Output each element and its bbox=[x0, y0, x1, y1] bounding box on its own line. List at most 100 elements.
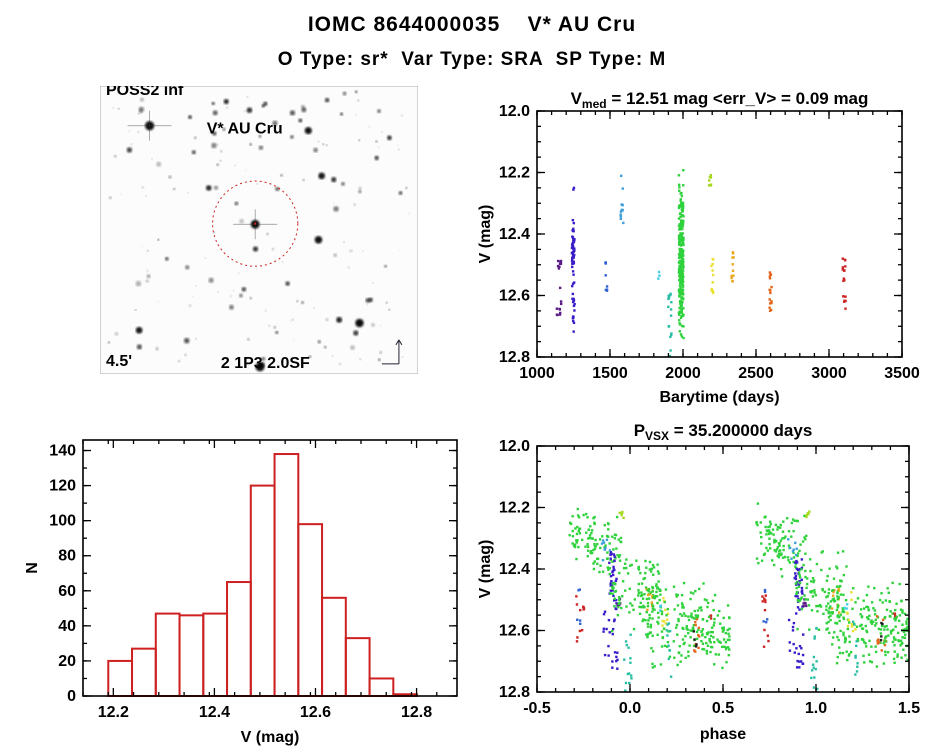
data-point bbox=[656, 611, 660, 615]
data-point bbox=[680, 654, 683, 657]
data-point bbox=[846, 624, 850, 628]
data-point bbox=[829, 605, 832, 608]
data-point bbox=[678, 255, 681, 258]
data-point bbox=[727, 616, 731, 619]
data-point bbox=[777, 553, 781, 556]
data-point bbox=[810, 669, 814, 672]
data-point bbox=[622, 221, 625, 225]
data-point bbox=[830, 607, 834, 610]
data-point bbox=[630, 677, 633, 680]
data-point bbox=[692, 592, 695, 595]
data-point bbox=[819, 605, 823, 608]
data-point bbox=[607, 528, 610, 531]
data-point bbox=[650, 603, 654, 606]
data-point bbox=[701, 628, 705, 631]
data-point bbox=[730, 274, 733, 278]
data-point bbox=[776, 528, 779, 531]
data-point bbox=[632, 627, 636, 631]
data-point bbox=[602, 541, 606, 544]
star bbox=[134, 309, 137, 311]
data-point bbox=[591, 537, 594, 540]
svg-text:20: 20 bbox=[58, 653, 76, 670]
plate-label: 2 1P3 2.0SF bbox=[221, 355, 310, 372]
data-point bbox=[680, 308, 683, 311]
svg-text:12.0: 12.0 bbox=[499, 103, 530, 120]
data-point bbox=[693, 609, 696, 613]
data-point bbox=[697, 646, 700, 650]
data-point bbox=[832, 597, 836, 600]
star bbox=[353, 203, 356, 206]
data-point bbox=[701, 633, 704, 636]
star bbox=[358, 189, 362, 194]
data-point bbox=[615, 515, 619, 519]
data-point bbox=[825, 595, 828, 599]
data-point bbox=[902, 628, 905, 631]
star bbox=[400, 114, 403, 117]
data-point bbox=[768, 302, 772, 305]
data-point bbox=[589, 549, 593, 553]
data-point bbox=[884, 650, 887, 654]
svg-text:0.0: 0.0 bbox=[619, 700, 641, 717]
data-point bbox=[664, 588, 668, 591]
data-point bbox=[668, 629, 672, 633]
data-point bbox=[687, 650, 690, 653]
data-point bbox=[611, 666, 614, 669]
data-point bbox=[801, 633, 805, 636]
star bbox=[195, 285, 197, 287]
data-point bbox=[795, 590, 799, 594]
data-point bbox=[705, 619, 709, 623]
star bbox=[338, 362, 342, 366]
data-point bbox=[612, 565, 615, 569]
data-point bbox=[678, 330, 681, 333]
data-point bbox=[641, 597, 645, 600]
data-point bbox=[679, 205, 682, 208]
data-point bbox=[796, 595, 799, 598]
data-point bbox=[575, 557, 578, 561]
data-point bbox=[679, 300, 683, 303]
data-point bbox=[807, 604, 811, 607]
data-point bbox=[728, 627, 731, 630]
data-point bbox=[837, 589, 841, 592]
data-point bbox=[593, 547, 597, 551]
bright-star bbox=[164, 256, 169, 261]
data-point bbox=[640, 593, 644, 597]
data-point bbox=[798, 580, 801, 583]
star bbox=[340, 112, 344, 116]
data-point bbox=[684, 614, 687, 618]
data-point bbox=[795, 647, 798, 650]
data-point bbox=[558, 313, 562, 316]
data-point bbox=[776, 554, 779, 557]
data-point bbox=[573, 238, 576, 241]
data-point bbox=[891, 612, 894, 615]
data-point bbox=[768, 298, 771, 301]
data-point bbox=[686, 628, 690, 631]
data-point bbox=[835, 621, 838, 625]
star bbox=[325, 144, 328, 146]
data-point bbox=[795, 592, 798, 596]
data-point bbox=[756, 502, 760, 505]
star bbox=[234, 164, 236, 167]
compass-arrowhead bbox=[395, 339, 400, 346]
phase-folded-chart: -0.5 0.0 0.5 1.0 1.5 12.0 12.2 12.4 12.6 12.8 phas… bbox=[477, 421, 920, 743]
data-point bbox=[571, 218, 575, 222]
data-point bbox=[793, 651, 796, 654]
data-point bbox=[713, 663, 716, 666]
star bbox=[377, 109, 381, 114]
data-point bbox=[839, 593, 843, 596]
data-point bbox=[868, 614, 871, 617]
data-point bbox=[642, 618, 645, 621]
data-point bbox=[793, 576, 797, 580]
star bbox=[317, 340, 321, 344]
data-point bbox=[884, 599, 888, 602]
data-point bbox=[812, 666, 815, 669]
data-point bbox=[663, 600, 666, 604]
data-point bbox=[604, 544, 607, 547]
data-point bbox=[871, 620, 875, 624]
data-point bbox=[662, 597, 665, 600]
star bbox=[280, 174, 283, 177]
data-point bbox=[613, 537, 617, 540]
data-point bbox=[572, 297, 575, 301]
data-point bbox=[695, 630, 699, 634]
data-point bbox=[795, 666, 799, 669]
data-point bbox=[795, 586, 798, 590]
